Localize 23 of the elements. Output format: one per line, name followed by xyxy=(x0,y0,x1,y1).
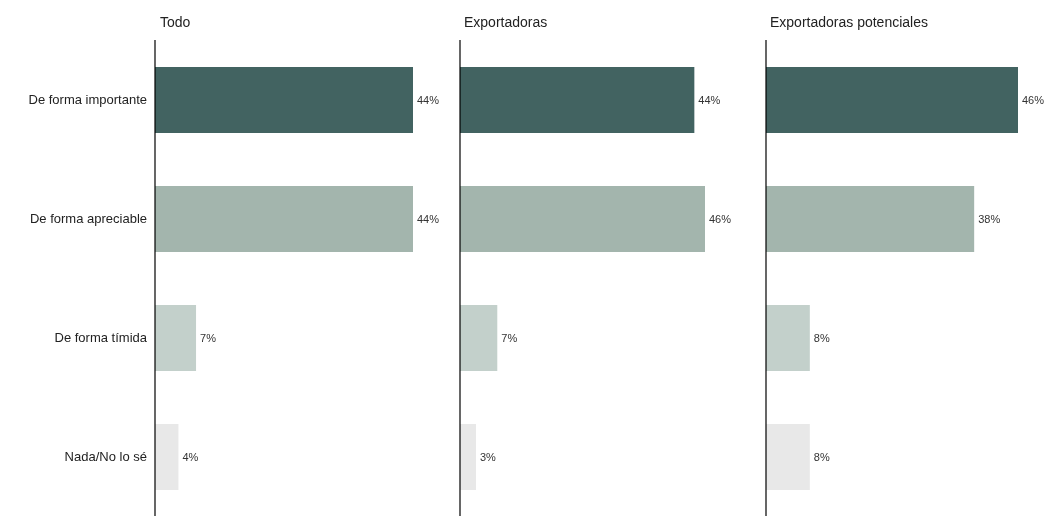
data-label: 38% xyxy=(978,213,1001,225)
data-label: 7% xyxy=(200,332,217,344)
chart-title: Exportadoras potenciales xyxy=(770,14,928,30)
data-label: 44% xyxy=(698,94,721,106)
data-label: 7% xyxy=(501,332,518,344)
bar xyxy=(460,67,695,133)
data-label: 46% xyxy=(1022,94,1045,106)
data-label: 44% xyxy=(417,94,440,106)
chart-title: Exportadoras xyxy=(464,14,548,30)
bar xyxy=(460,305,498,371)
bar xyxy=(460,186,705,252)
y-tick-label: De forma apreciable xyxy=(29,211,147,227)
data-label: 8% xyxy=(813,332,830,344)
y-tick-label: De forma tímida xyxy=(54,330,148,346)
data-label: 4% xyxy=(182,451,199,463)
data-label: 3% xyxy=(479,451,497,463)
data-label: 8% xyxy=(813,451,830,463)
y-tick-label: Nada/No lo sé xyxy=(64,449,147,465)
bar xyxy=(460,424,476,490)
data-label: 44% xyxy=(417,213,440,225)
data-label: 46% xyxy=(709,213,732,225)
chart-title: Todo xyxy=(160,14,191,30)
y-tick-label: De forma importante xyxy=(28,92,147,108)
